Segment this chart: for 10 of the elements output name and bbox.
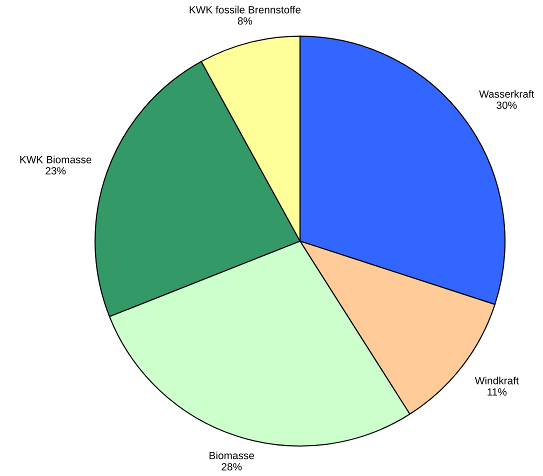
data-label: 30%	[496, 102, 517, 109]
data-label: 11%	[488, 388, 507, 396]
data-label: 28%	[222, 463, 242, 470]
slice-label: KWK fossile Brennstoffe	[190, 6, 301, 14]
slice-label: KWK Biomasse	[20, 156, 92, 164]
slice-label: Windkraft	[474, 376, 519, 384]
data-label: 23%	[46, 167, 66, 175]
data-label: 8%	[238, 17, 252, 25]
slice-label: Wasserkraft	[479, 90, 534, 98]
slice-label: Biomasse	[210, 452, 254, 460]
